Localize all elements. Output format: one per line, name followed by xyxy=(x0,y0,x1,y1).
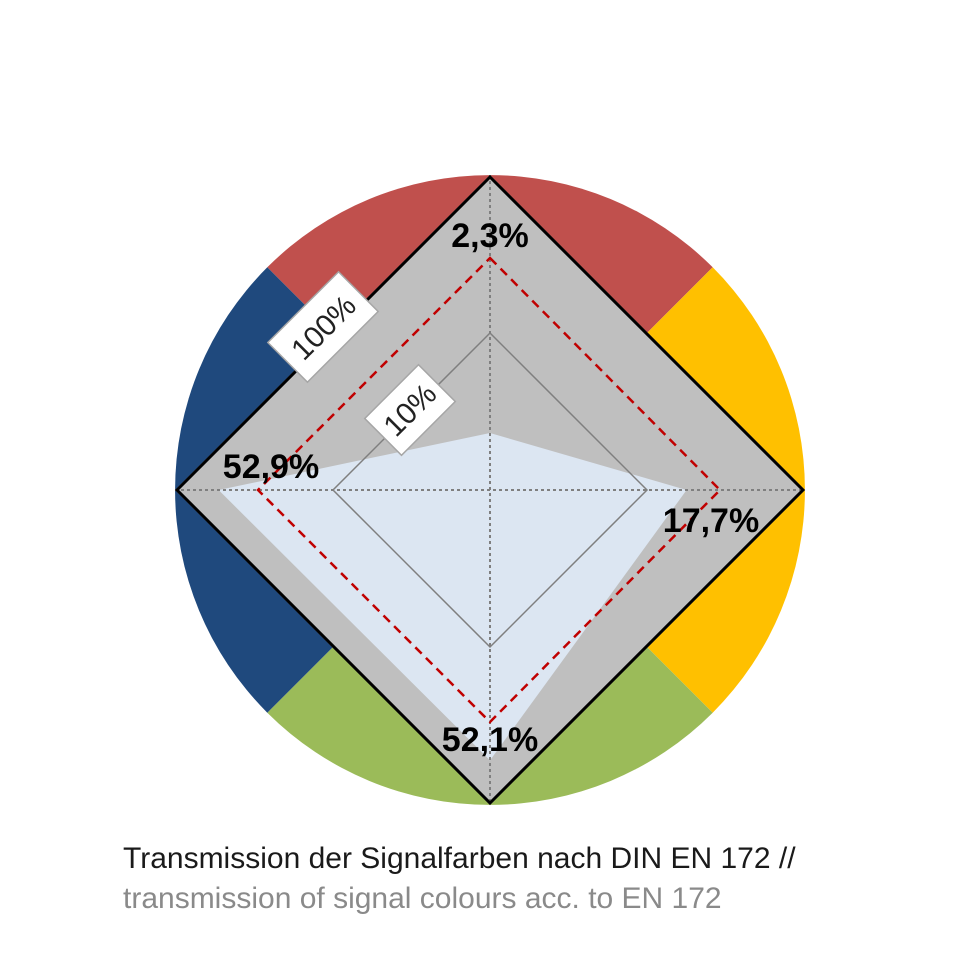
caption-english: transmission of signal colours acc. to E… xyxy=(123,882,722,915)
caption-german: Transmission der Signalfarben nach DIN E… xyxy=(123,842,796,875)
outline-100 xyxy=(174,174,806,806)
norm-reference-line xyxy=(256,256,722,724)
value-label-blue: 52,9% xyxy=(223,448,319,486)
data-area xyxy=(218,433,687,761)
value-label-red: 2,3% xyxy=(451,217,529,255)
value-label-yellow: 17,7% xyxy=(663,502,759,540)
value-label-green: 52,1% xyxy=(442,721,538,759)
